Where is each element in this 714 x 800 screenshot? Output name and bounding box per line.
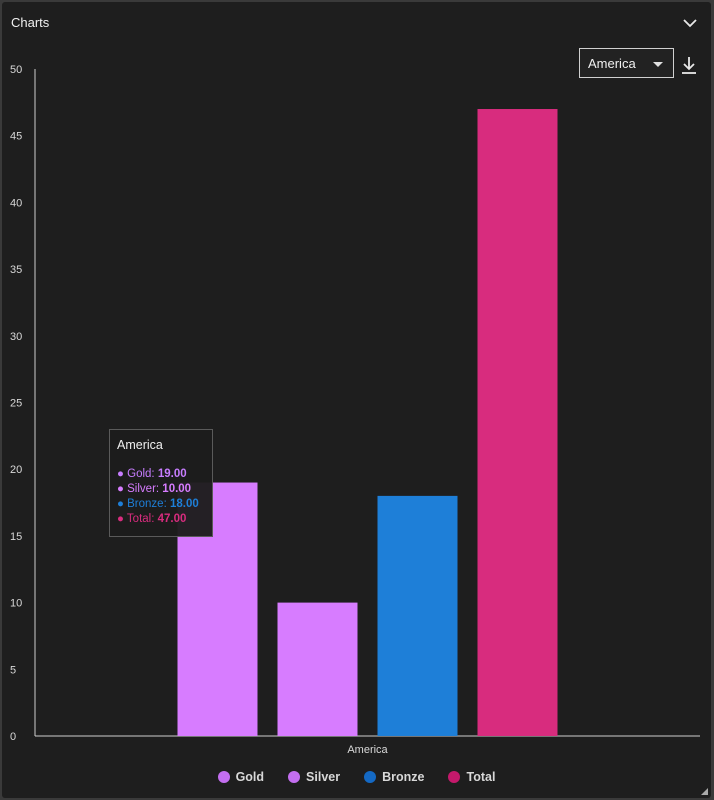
tooltip-row-value: 18.00 [169, 498, 199, 510]
bar-chart: 0 5 10 15 20 25 30 35 40 45 50 America [10, 64, 700, 756]
legend-label: Gold [235, 770, 265, 784]
legend-label: Silver [306, 770, 341, 784]
caret-down-icon [653, 62, 663, 67]
legend-item-total[interactable]: Total [448, 770, 495, 784]
tooltip-row-label: ● Silver: [117, 483, 163, 495]
tooltip-row-label: ● Total: [117, 513, 158, 525]
region-select[interactable]: America [579, 48, 674, 78]
tooltip-row: ● Total: 47.00 [117, 512, 205, 527]
y-tick-label: 45 [10, 131, 22, 143]
panel-title: Charts [11, 15, 50, 30]
legend-dot [448, 771, 461, 783]
chart-tooltip: America ● Gold: 19.00 ● Silver: 10.00 ● Br… [109, 429, 213, 537]
y-tick-label: 25 [10, 398, 22, 410]
legend-dot [364, 771, 377, 783]
bar-bronze [377, 495, 458, 736]
tooltip-row-label: ● Bronze: [117, 498, 170, 510]
x-tick-label: America [347, 744, 388, 756]
y-tick-label: 20 [10, 464, 22, 476]
y-tick-label: 50 [10, 64, 22, 76]
legend-item-bronze[interactable]: Bronze [364, 770, 424, 784]
bar-silver [277, 602, 358, 736]
tooltip-row-value: 47.00 [157, 513, 187, 525]
tooltip-row-label: ● Gold: [117, 468, 158, 480]
region-select-value: America [588, 55, 636, 71]
tooltip-row: ● Gold: 19.00 [117, 467, 205, 482]
tooltip-row-value: 10.00 [162, 483, 192, 495]
y-tick-label: 5 [10, 664, 16, 676]
chart-legend: Gold Silver Bronze Total [2, 770, 711, 784]
bar-total [477, 109, 558, 736]
legend-item-silver[interactable]: Silver [288, 770, 340, 784]
y-tick-label: 0 [10, 731, 16, 743]
download-icon[interactable] [680, 55, 698, 75]
legend-item-gold[interactable]: Gold [217, 770, 265, 784]
tooltip-title: America [117, 438, 163, 452]
legend-dot [288, 771, 301, 783]
legend-label: Bronze [382, 770, 425, 784]
resize-handle[interactable] [701, 788, 708, 795]
y-tick-label: 35 [10, 264, 22, 276]
y-tick-label: 15 [10, 531, 22, 543]
chevron-down-icon[interactable] [680, 14, 700, 32]
tooltip-row-value: 19.00 [157, 468, 187, 480]
legend-dot [217, 771, 230, 783]
y-tick-label: 30 [10, 331, 22, 343]
tooltip-row: ● Bronze: 18.00 [117, 497, 205, 512]
y-tick-label: 10 [10, 598, 22, 610]
tooltip-row: ● Silver: 10.00 [117, 482, 205, 497]
legend-label: Total [466, 770, 496, 784]
y-tick-label: 40 [10, 197, 22, 209]
